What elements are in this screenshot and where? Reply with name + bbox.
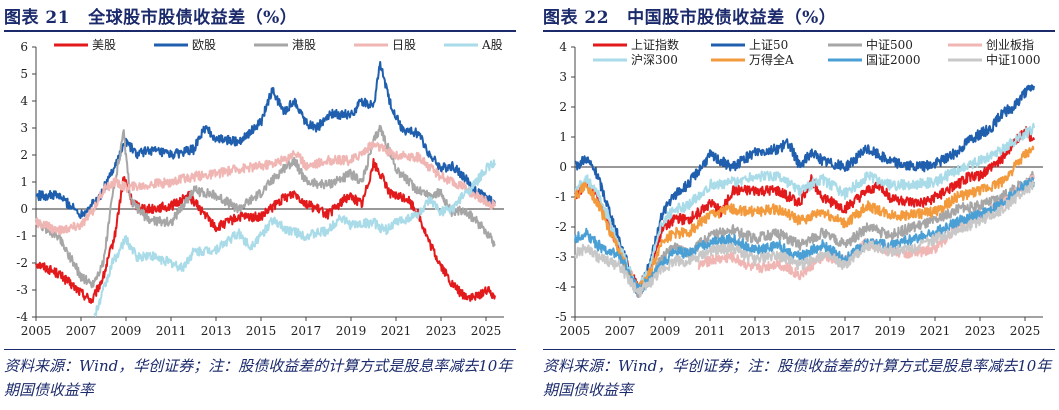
x-tick-label: 2025 xyxy=(1010,324,1041,338)
legend-label: 港股 xyxy=(292,38,316,52)
x-tick-label: 2007 xyxy=(66,324,97,338)
y-tick-label: 2 xyxy=(20,148,28,162)
top-rule xyxy=(4,30,516,32)
x-tick-label: 2015 xyxy=(246,324,277,338)
x-tick-label: 2025 xyxy=(471,324,502,338)
y-tick-label: -3 xyxy=(16,283,28,297)
figure-22-source-note: 资料来源：Wind，华创证券；注：股债收益差的计算方式是股息率减去10年期国债收… xyxy=(543,357,1052,399)
x-tick-label: 2007 xyxy=(605,324,636,338)
y-tick-label: 4 xyxy=(559,40,567,54)
china-equity-bond-spread-chart: -5 -4 -3 -2 -1 0 1 2 3 4 2005 2007 2009 2011 2013 2015 2… xyxy=(555,37,1043,338)
bottom-rule xyxy=(4,349,516,350)
figure-22-panel: 图表 22 中国股市股债收益差（%） -5 -4 -3 -2 -1 0 1 2 3 4 2005 200… xyxy=(543,0,1058,410)
legend-label: 美股 xyxy=(92,38,116,52)
global-equity-bond-spread-chart: -4 -3 -2 -1 0 1 2 3 4 5 6 2005 2007 2009 2011 2013 2015 2… xyxy=(16,38,504,338)
y-tick-label: -1 xyxy=(555,190,567,204)
figure-21-title-text: 全球股市股债收益差（%） xyxy=(88,8,298,28)
series-line-4 xyxy=(35,140,496,236)
x-tick-label: 2023 xyxy=(965,324,996,338)
y-tick-label: 3 xyxy=(559,70,567,84)
y-tick-label: -3 xyxy=(555,250,567,264)
figure-21-source-note: 资料来源：Wind，华创证券；注：股债收益差的计算方式是股息率减去10年期国债收… xyxy=(4,357,513,399)
y-tick-label: 4 xyxy=(20,94,28,108)
figure-21-panel: 图表 21 全球股市股债收益差（%） -4 -3 -2 -1 0 1 2 3 4 5 6 2005 200… xyxy=(4,0,519,410)
x-tick-label: 2009 xyxy=(111,324,142,338)
x-tick-label: 2011 xyxy=(156,324,187,338)
y-tick-label: -4 xyxy=(16,310,28,324)
figure-21-label: 图表 21 xyxy=(4,8,71,28)
series-line-2 xyxy=(35,61,496,220)
y-tick-label: 0 xyxy=(20,202,28,216)
x-tick-label: 2013 xyxy=(201,324,232,338)
x-tick-label: 2011 xyxy=(695,324,726,338)
x-tick-label: 2017 xyxy=(830,324,861,338)
x-tick-label: 2009 xyxy=(650,324,681,338)
series-line-8 xyxy=(574,180,1035,298)
x-tick-label: 2021 xyxy=(381,324,412,338)
legend-label: 万得全A xyxy=(749,52,794,67)
y-tick-label: 2 xyxy=(559,100,567,114)
legend-label: 上证指数 xyxy=(631,37,679,52)
legend-label: A股 xyxy=(481,38,503,52)
x-tick-label: 2013 xyxy=(740,324,771,338)
series-line-5 xyxy=(93,159,496,317)
series-line-6 xyxy=(574,145,1035,294)
legend-label: 中证500 xyxy=(866,37,913,52)
legend-label: 中证1000 xyxy=(986,52,1041,67)
bottom-rule xyxy=(543,349,1055,350)
x-tick-label: 2015 xyxy=(785,324,816,338)
y-tick-label: 6 xyxy=(20,40,28,54)
y-tick-label: -1 xyxy=(16,229,28,243)
x-tick-label: 2021 xyxy=(920,324,951,338)
x-tick-label: 2017 xyxy=(291,324,322,338)
figure-22-title: 图表 22 中国股市股债收益差（%） xyxy=(543,3,836,28)
figure-22-title-text: 中国股市股债收益差（%） xyxy=(627,8,837,28)
figure-21-title: 图表 21 全球股市股债收益差（%） xyxy=(4,3,297,28)
series-line-2 xyxy=(574,84,1035,298)
series-line-7 xyxy=(574,176,1035,294)
x-tick-label: 2019 xyxy=(875,324,906,338)
y-tick-label: -2 xyxy=(16,256,28,270)
legend-label: 日股 xyxy=(392,38,416,52)
top-rule xyxy=(543,30,1055,32)
x-tick-label: 2005 xyxy=(21,324,52,338)
series-line-3 xyxy=(35,124,496,289)
x-tick-label: 2019 xyxy=(336,324,367,338)
series-line-1 xyxy=(574,126,1035,290)
y-tick-label: 1 xyxy=(20,175,28,189)
series-line-5 xyxy=(574,122,1035,294)
y-tick-label: 1 xyxy=(559,130,567,144)
y-tick-label: -5 xyxy=(555,310,567,324)
legend-label: 国证2000 xyxy=(866,53,921,67)
x-tick-label: 2023 xyxy=(426,324,457,338)
y-tick-label: -2 xyxy=(555,220,567,234)
legend-label: 创业板指 xyxy=(986,37,1034,52)
series-line-3 xyxy=(619,170,1035,298)
y-tick-label: 3 xyxy=(20,121,28,135)
x-tick-label: 2005 xyxy=(560,324,591,338)
y-tick-label: -4 xyxy=(555,280,567,294)
y-tick-label: 0 xyxy=(559,160,567,174)
figure-22-label: 图表 22 xyxy=(543,8,610,28)
legend-label: 沪深300 xyxy=(631,53,678,67)
legend-label: 欧股 xyxy=(192,38,216,52)
legend-label: 上证50 xyxy=(749,38,788,52)
y-tick-label: 5 xyxy=(20,67,28,81)
